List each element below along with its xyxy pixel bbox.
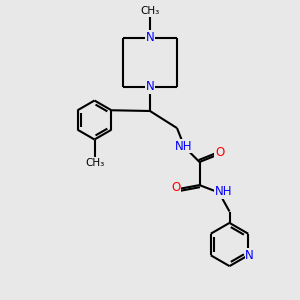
- Text: NH: NH: [175, 140, 192, 153]
- Text: O: O: [171, 181, 180, 194]
- Text: N: N: [146, 31, 154, 44]
- Text: N: N: [146, 80, 154, 94]
- Text: CH₃: CH₃: [85, 158, 104, 168]
- Text: CH₃: CH₃: [140, 6, 160, 16]
- Text: N: N: [245, 249, 254, 262]
- Text: NH: NH: [215, 185, 232, 198]
- Text: O: O: [215, 146, 224, 160]
